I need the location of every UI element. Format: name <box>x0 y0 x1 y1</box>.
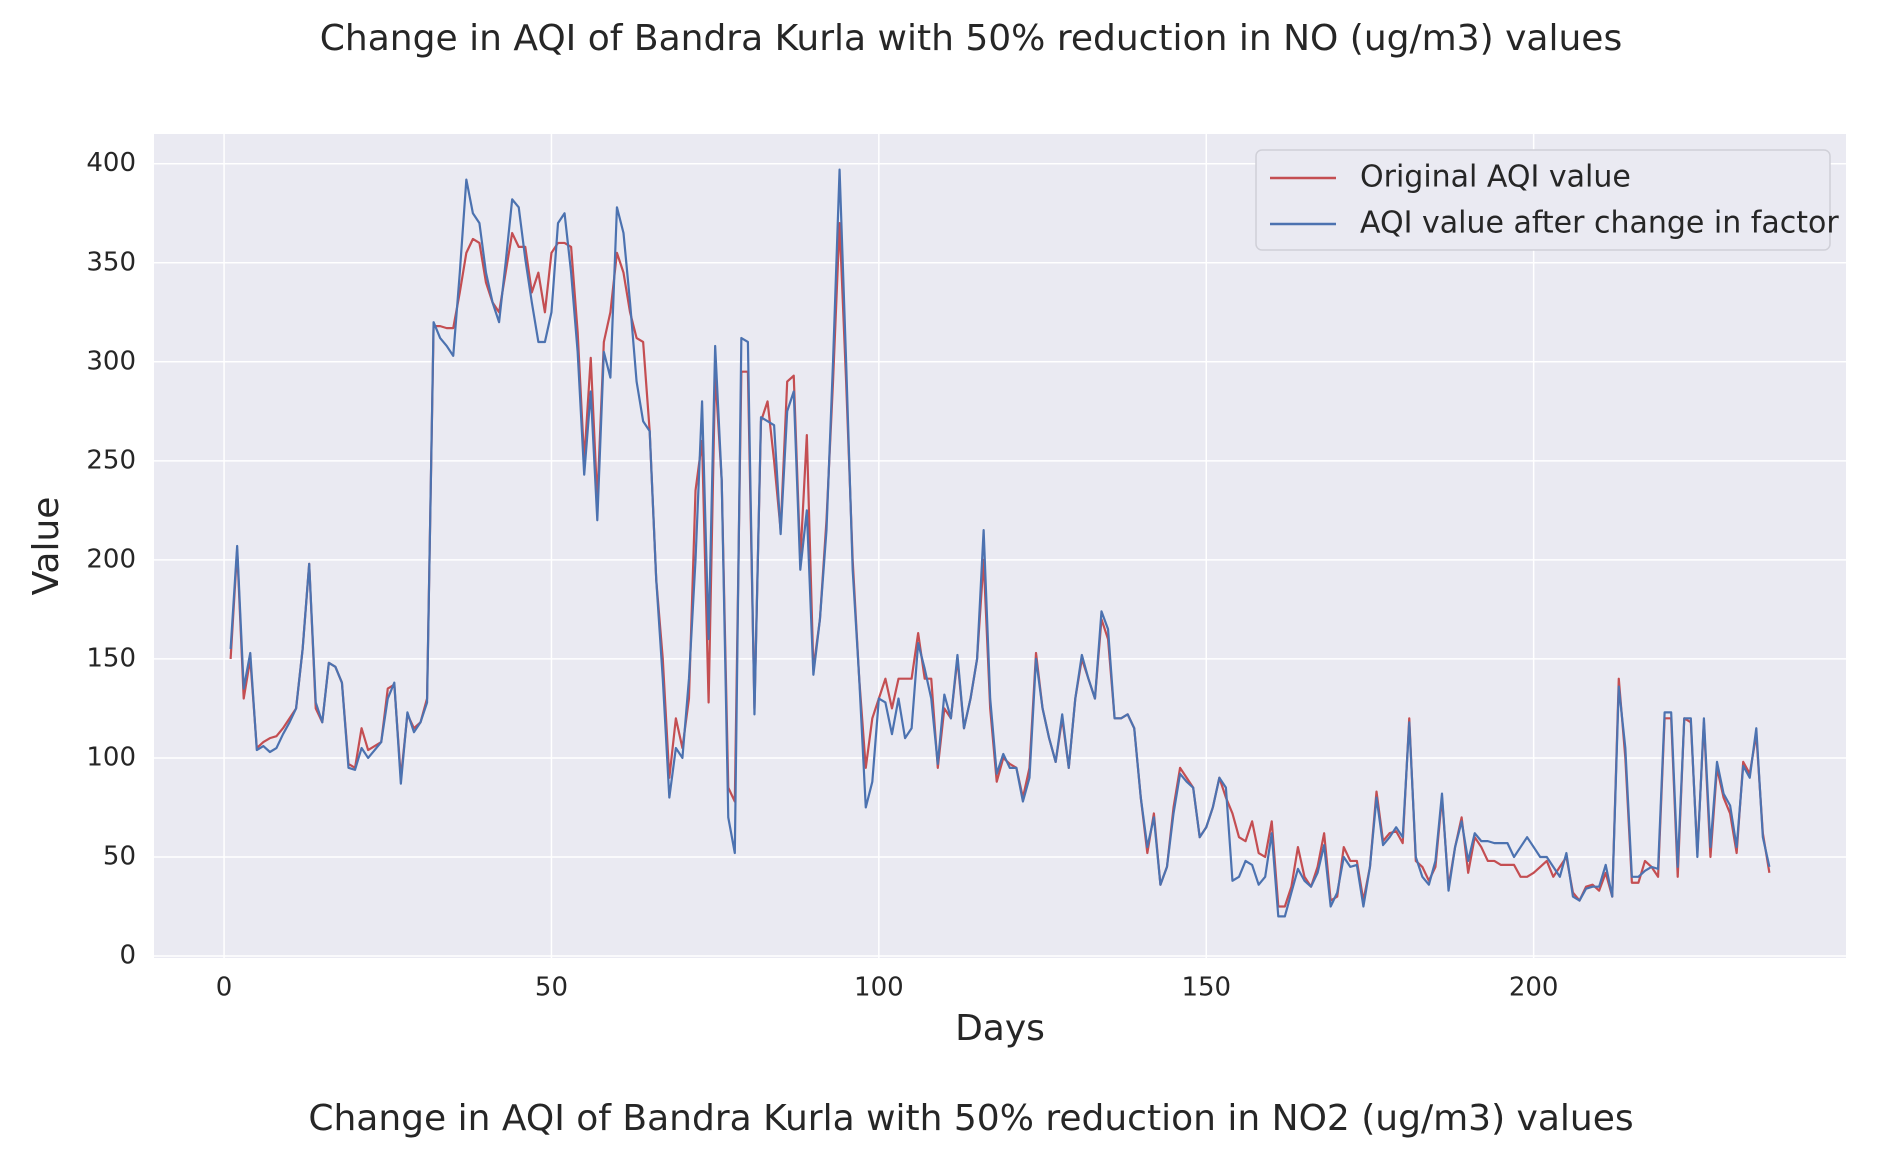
y-axis-label: Value <box>26 497 67 596</box>
y-tick-label: 200 <box>86 544 136 574</box>
legend-box <box>1255 149 1831 251</box>
legend-label: Original AQI value <box>1360 160 1631 195</box>
y-tick-label: 150 <box>86 643 136 673</box>
plot-area <box>154 134 1846 958</box>
x-tick-label: 0 <box>216 973 233 1003</box>
y-tick-label: 350 <box>86 247 136 277</box>
legend-label: AQI value after change in factor <box>1360 206 1839 241</box>
y-tick-label: 0 <box>119 941 136 971</box>
x-tick-label: 150 <box>1181 973 1231 1003</box>
chart-title: Change in AQI of Bandra Kurla with 50% r… <box>320 18 1622 59</box>
next-chart-title: Change in AQI of Bandra Kurla with 50% r… <box>308 1098 1633 1139</box>
y-tick-label: 400 <box>86 148 136 178</box>
x-tick-label: 50 <box>535 973 568 1003</box>
y-tick-label: 300 <box>86 346 136 376</box>
y-tick-label: 100 <box>86 742 136 772</box>
x-tick-label: 200 <box>1509 973 1559 1003</box>
x-tick-label: 100 <box>854 973 904 1003</box>
y-tick-label: 250 <box>86 445 136 475</box>
x-axis-label: Days <box>955 1008 1045 1049</box>
data-line <box>229 168 1771 918</box>
data-line <box>229 222 1771 908</box>
y-tick-label: 50 <box>103 841 136 871</box>
